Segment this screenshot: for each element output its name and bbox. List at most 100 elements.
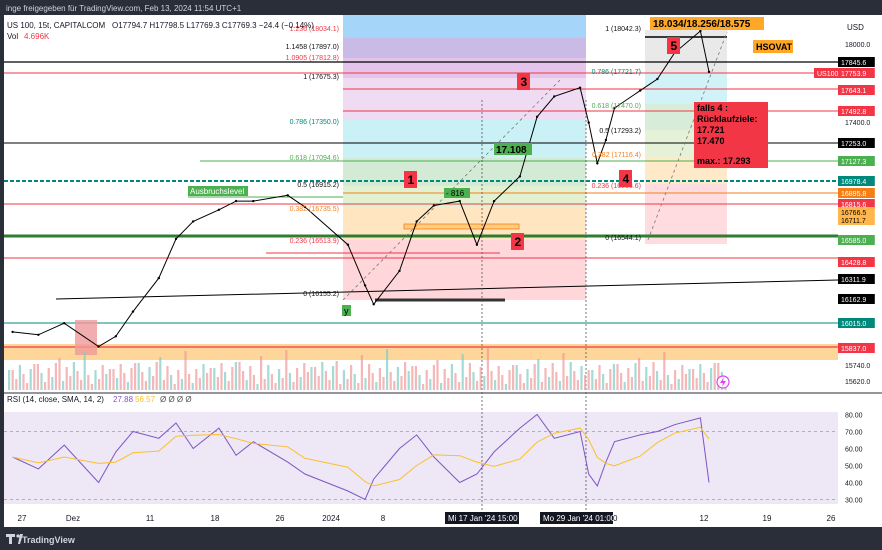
volume-bar [166, 366, 169, 390]
volume-bar [335, 361, 338, 390]
fib-right-level: 0.382 (17116.4) [592, 152, 641, 159]
volume-bar [342, 370, 345, 390]
volume-bar [616, 364, 619, 390]
wave-label-3: 3 [521, 75, 528, 89]
wave-labels[interactable]: 1 2 3 4 5 [404, 37, 680, 250]
price-line [12, 30, 710, 348]
time-tick: 11 [146, 514, 155, 523]
volume-bar [296, 368, 299, 390]
tradingview-logo[interactable]: TradingView [6, 534, 76, 545]
fib-left-level: 0 (16155.2) [303, 291, 339, 298]
volume-bar [90, 384, 93, 390]
volume-bar [123, 373, 126, 390]
volume-bar [36, 364, 39, 390]
price-point [596, 162, 599, 165]
price-tag-bg [838, 318, 875, 328]
volume-bar [47, 368, 50, 390]
fib-retracement-left[interactable] [343, 15, 586, 300]
support-zone[interactable] [4, 344, 838, 360]
lightning-icon[interactable] [716, 375, 730, 389]
volume-bar [346, 379, 349, 390]
rsi-ma-value: 56.57 [135, 395, 156, 404]
breakout-label[interactable]: Ausbruchslevel [188, 186, 248, 196]
symbol-line[interactable]: US 100, 15t, CAPITALCOM [7, 21, 105, 30]
wave-label-1: 1 [408, 173, 415, 187]
rsi-tick: 40.00 [845, 481, 863, 488]
volume-bar [69, 376, 72, 390]
time-axis[interactable] [4, 511, 882, 527]
price-tag-bg [838, 343, 875, 353]
price-tick: 15620.0 [845, 379, 870, 386]
volume-bar [576, 380, 579, 390]
price-point [372, 303, 375, 306]
price-point [578, 86, 582, 89]
horizontal-levels[interactable] [4, 31, 839, 511]
volume-bar [486, 348, 489, 390]
volume-bar [162, 380, 165, 390]
price-point [252, 199, 255, 203]
price-point [415, 220, 418, 223]
volume-bar [206, 373, 209, 390]
price-point [707, 70, 711, 74]
price-point [398, 269, 401, 273]
volume-bar [418, 375, 421, 390]
fib-right-level: 0.618 (17470.0) [592, 103, 641, 110]
price-point [639, 89, 642, 92]
price-tag: 17845.6 [841, 60, 866, 67]
volume-bar [141, 372, 144, 390]
volume-bar [620, 373, 623, 390]
volume-bar [458, 382, 461, 390]
volume-bar [713, 363, 716, 390]
volume-bar [594, 379, 597, 390]
volume-bar [641, 381, 644, 390]
rsi-tick: 80.00 [845, 413, 863, 420]
volume-bar [670, 384, 673, 390]
rsi-label[interactable]: RSI (14, close, SMA, 14, 2) [7, 395, 104, 404]
volume-bar [432, 365, 435, 390]
falls-box[interactable]: falls 4 : Rücklaufziele: 17.721 17.470 m… [694, 102, 768, 168]
volume-bar [285, 350, 288, 390]
volume-bar [411, 366, 414, 390]
volume-bar [551, 363, 554, 390]
volume-bar [537, 359, 540, 390]
volume-bar [422, 384, 425, 390]
time-highlight-2: Mo 29 Jan '24 01:00 [540, 512, 616, 524]
level-17108-label[interactable]: 17.108 [494, 143, 532, 156]
volume-bar [504, 384, 507, 390]
label-y[interactable]: y [342, 305, 351, 316]
volume-bar [137, 363, 140, 390]
volume-bar [216, 377, 219, 390]
volume-bar [62, 381, 65, 390]
volume-bar [638, 358, 641, 390]
targets-label[interactable]: 18.034/18.256/18.575 [650, 17, 764, 30]
volume-bar [652, 362, 655, 390]
volume-bar [627, 368, 630, 390]
fib-left-level: 0.382 (16735.5) [290, 206, 339, 213]
volume-bar [695, 378, 698, 390]
volume-bar [407, 371, 410, 390]
price-tag: 16428.8 [841, 260, 866, 267]
price-tag-bg [838, 68, 875, 78]
fib-right-level: 0.5 (17293.2) [599, 128, 641, 135]
volume-bar [209, 368, 212, 390]
volume-bar [400, 376, 403, 390]
hsovat-label[interactable]: HSOVAT [753, 40, 793, 53]
volume-bar [303, 363, 306, 390]
rsi-placeholders: Ø Ø Ø Ø [160, 395, 192, 404]
price-point [97, 345, 100, 348]
rsi-line [12, 413, 710, 501]
volume-label: Vol [7, 32, 18, 41]
volume-bar [299, 377, 302, 390]
volume-bar [357, 383, 360, 390]
volume-bar [569, 362, 572, 390]
label-816[interactable]: - 816 [444, 188, 470, 198]
volume-bar [80, 380, 83, 390]
price-tag: 16895.8 [841, 191, 866, 198]
price-point [234, 199, 238, 203]
volume-bar [173, 384, 176, 390]
volume-bar [396, 367, 399, 390]
volume-bar [22, 374, 25, 390]
volume-bar [386, 349, 389, 390]
